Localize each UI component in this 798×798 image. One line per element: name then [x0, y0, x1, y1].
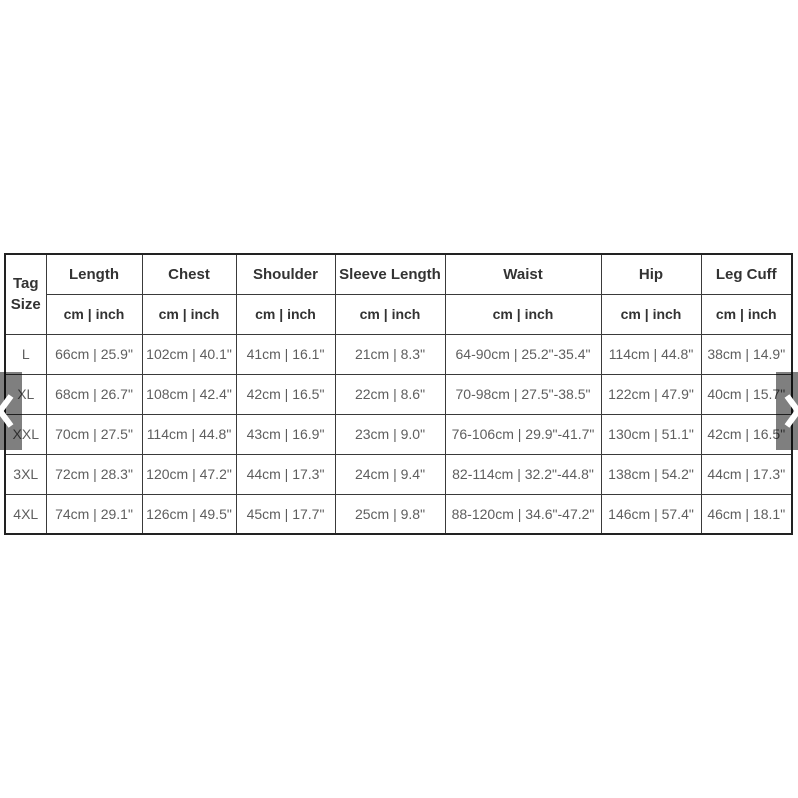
size-chart-table: Tag Size Length Chest Shoulder Sleeve Le… [4, 253, 793, 535]
table-row-size-l: L 66cm | 25.9" 102cm | 40.1" 41cm | 16.1… [4, 333, 793, 375]
column-header-waist: Waist [444, 253, 602, 295]
unit-cell-sleeve-length: cm | inch [334, 293, 446, 335]
column-header-sleeve-length: Sleeve Length [334, 253, 446, 295]
hip-value: 146cm | 57.4" [600, 493, 702, 535]
column-header-leg-cuff: Leg Cuff [700, 253, 793, 295]
carousel-prev-button[interactable] [0, 372, 22, 450]
chest-value: 102cm | 40.1" [141, 333, 237, 375]
shoulder-value: 44cm | 17.3" [235, 453, 336, 495]
waist-value: 82-114cm | 32.2"-44.8" [444, 453, 602, 495]
column-header-length: Length [45, 253, 143, 295]
shoulder-value: 45cm | 17.7" [235, 493, 336, 535]
table-row-size-4xl: 4XL 74cm | 29.1" 126cm | 49.5" 45cm | 17… [4, 493, 793, 535]
column-header-hip: Hip [600, 253, 702, 295]
table-row-size-xxl: XXL 70cm | 27.5" 114cm | 44.8" 43cm | 16… [4, 413, 793, 455]
sleeve-length-value: 23cm | 9.0" [334, 413, 446, 455]
length-value: 68cm | 26.7" [45, 373, 143, 415]
unit-cell-length: cm | inch [45, 293, 143, 335]
leg-cuff-value: 44cm | 17.3" [700, 453, 793, 495]
hip-value: 138cm | 54.2" [600, 453, 702, 495]
shoulder-value: 41cm | 16.1" [235, 333, 336, 375]
unit-cell-shoulder: cm | inch [235, 293, 336, 335]
waist-value: 70-98cm | 27.5"-38.5" [444, 373, 602, 415]
chest-value: 114cm | 44.8" [141, 413, 237, 455]
size-label: L [4, 333, 47, 375]
header-row-units: cm | inch cm | inch cm | inch cm | inch … [5, 293, 793, 335]
hip-value: 130cm | 51.1" [600, 413, 702, 455]
column-header-chest: Chest [141, 253, 237, 295]
shoulder-value: 43cm | 16.9" [235, 413, 336, 455]
header-row-labels: Tag Size Length Chest Shoulder Sleeve Le… [4, 253, 793, 335]
unit-cell-hip: cm | inch [600, 293, 702, 335]
size-label: 3XL [4, 453, 47, 495]
sleeve-length-value: 25cm | 9.8" [334, 493, 446, 535]
length-value: 74cm | 29.1" [45, 493, 143, 535]
waist-value: 88-120cm | 34.6"-47.2" [444, 493, 602, 535]
hip-value: 122cm | 47.9" [600, 373, 702, 415]
unit-cell-waist: cm | inch [444, 293, 602, 335]
length-value: 72cm | 28.3" [45, 453, 143, 495]
waist-value: 76-106cm | 29.9"-41.7" [444, 413, 602, 455]
table-row-size-3xl: 3XL 72cm | 28.3" 120cm | 47.2" 44cm | 17… [4, 453, 793, 495]
leg-cuff-value: 46cm | 18.1" [700, 493, 793, 535]
column-header-shoulder: Shoulder [235, 253, 336, 295]
table-row-size-xl: XL 68cm | 26.7" 108cm | 42.4" 42cm | 16.… [4, 373, 793, 415]
hip-value: 114cm | 44.8" [600, 333, 702, 375]
size-label: 4XL [4, 493, 47, 535]
tag-size-line1: Tag [12, 274, 39, 292]
sleeve-length-value: 21cm | 8.3" [334, 333, 446, 375]
length-value: 70cm | 27.5" [45, 413, 143, 455]
unit-cell-chest: cm | inch [141, 293, 237, 335]
leg-cuff-value: 38cm | 14.9" [700, 333, 793, 375]
tag-size-header-cell: Tag Size [4, 253, 47, 335]
chest-value: 126cm | 49.5" [141, 493, 237, 535]
unit-cell-leg-cuff: cm | inch [700, 293, 793, 335]
shoulder-value: 42cm | 16.5" [235, 373, 336, 415]
sleeve-length-value: 24cm | 9.4" [334, 453, 446, 495]
chest-value: 120cm | 47.2" [141, 453, 237, 495]
chest-value: 108cm | 42.4" [141, 373, 237, 415]
sleeve-length-value: 22cm | 8.6" [334, 373, 446, 415]
carousel-next-button[interactable] [776, 372, 798, 450]
tag-size-line2: Size [10, 296, 41, 314]
waist-value: 64-90cm | 25.2"-35.4" [444, 333, 602, 375]
length-value: 66cm | 25.9" [45, 333, 143, 375]
